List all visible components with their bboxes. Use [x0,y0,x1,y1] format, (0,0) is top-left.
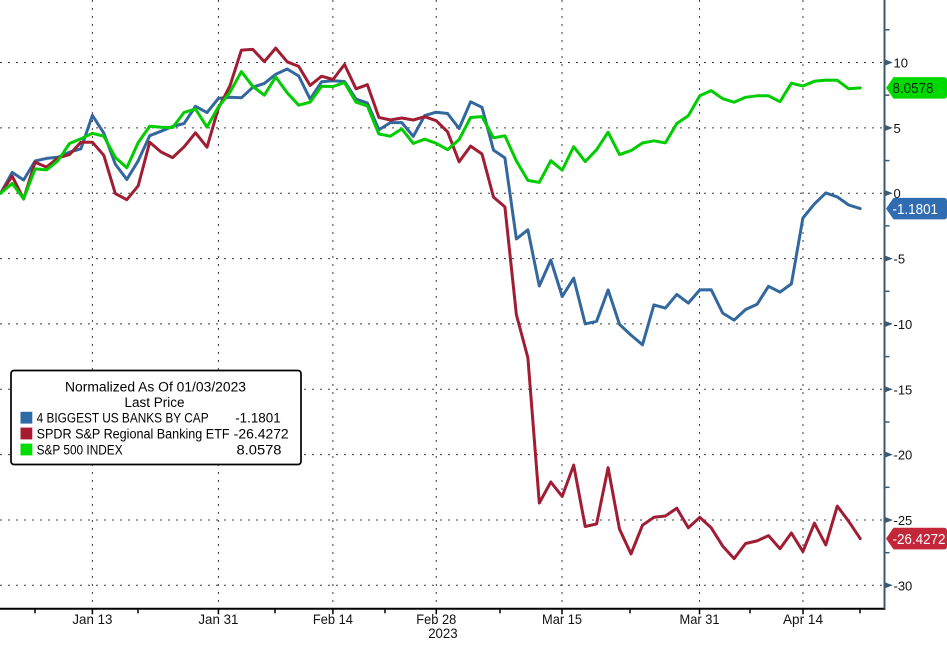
svg-text:0: 0 [894,186,901,201]
svg-text:Jan 31: Jan 31 [198,611,238,627]
svg-text:Jan 13: Jan 13 [72,611,112,627]
svg-text:Feb 14: Feb 14 [313,611,353,627]
svg-text:10: 10 [894,56,908,71]
svg-text:-26.4272: -26.4272 [234,427,289,442]
svg-text:Mar 15: Mar 15 [542,611,582,627]
svg-text:Apr 14: Apr 14 [783,611,823,627]
svg-text:-10: -10 [894,317,913,332]
svg-text:4 BIGGEST US BANKS BY CAP: 4 BIGGEST US BANKS BY CAP [37,411,209,426]
svg-text:8.0578: 8.0578 [237,443,282,458]
svg-text:S&P 500 INDEX: S&P 500 INDEX [37,443,123,458]
svg-text:2023: 2023 [428,625,458,641]
svg-text:5: 5 [894,121,901,136]
svg-text:-26.4272: -26.4272 [893,531,946,548]
svg-text:Normalized As Of 01/03/2023: Normalized As Of 01/03/2023 [65,379,246,394]
svg-text:-1.1801: -1.1801 [893,201,939,218]
svg-text:Mar 31: Mar 31 [680,611,720,627]
svg-text:-1.1801: -1.1801 [235,411,281,426]
svg-text:8.0578: 8.0578 [893,80,934,97]
svg-text:-15: -15 [894,382,913,397]
svg-text:Feb 28: Feb 28 [416,611,456,627]
svg-text:-20: -20 [894,448,913,463]
svg-text:-25: -25 [894,513,913,528]
svg-text:-5: -5 [894,252,906,267]
svg-text:SPDR S&P Regional Banking ETF: SPDR S&P Regional Banking ETF [37,427,230,442]
svg-text:-30: -30 [894,578,913,593]
svg-text:Last Price: Last Price [125,395,185,410]
